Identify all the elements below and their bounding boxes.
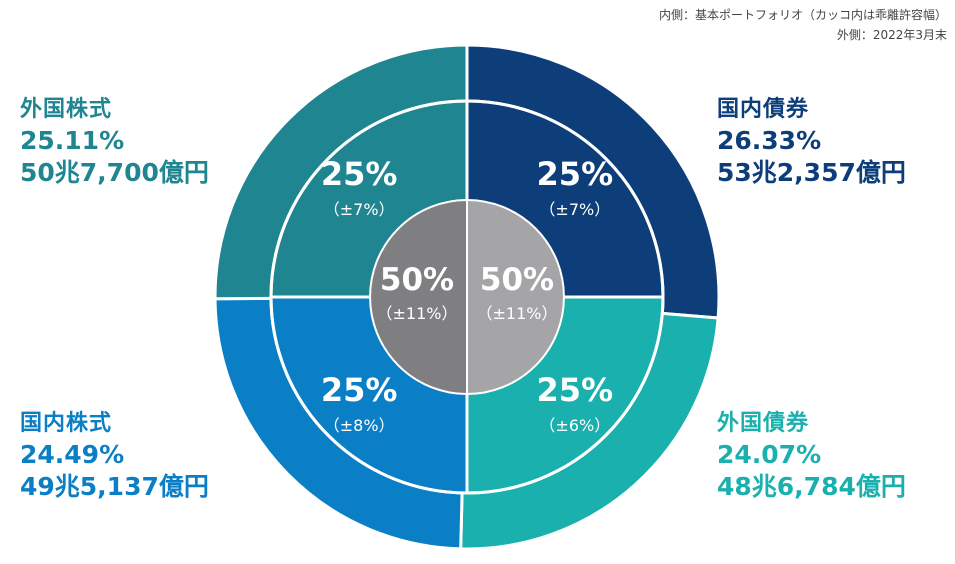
inner-slice-range: （±7%） [539, 200, 610, 219]
legend-name: 外国債券 [717, 411, 810, 436]
inner-slice-label: 25% [321, 155, 398, 193]
legend-foreign-equity: 外国株式 25.11% 50兆7,700億円 [20, 96, 209, 190]
legend-domestic-equity: 国内株式 24.49% 49兆5,137億円 [20, 410, 209, 504]
legend-percent: 26.33% [717, 125, 822, 155]
center-slice [369, 198, 468, 396]
legend-percent: 25.11% [20, 125, 125, 155]
legend-amount: 53兆2,357億円 [717, 158, 906, 188]
legend-domestic-bonds: 国内債券 26.33% 53兆2,357億円 [717, 96, 906, 190]
outer-ring-note: 外側：2022年3月末 [836, 28, 947, 42]
inner-slice-range: （±8%） [324, 416, 395, 435]
legend-amount: 50兆7,700億円 [20, 158, 209, 188]
inner-slice-range: （±7%） [324, 200, 395, 219]
center-slice-range: （±11%） [377, 304, 458, 323]
center-slice-label: 50% [480, 262, 554, 298]
center-slice [466, 198, 565, 396]
inner-slice-label: 25% [537, 155, 614, 193]
inner-slice-range: （±6%） [539, 416, 610, 435]
legend-name: 国内株式 [20, 411, 113, 436]
legend-amount: 49兆5,137億円 [20, 472, 209, 502]
legend-name: 国内債券 [717, 97, 810, 122]
inner-slice-label: 25% [321, 371, 398, 409]
legend-percent: 24.07% [717, 439, 822, 469]
inner-ring-note: 内側：基本ポートフォリオ（カッコ内は乖離許容幅） [658, 8, 947, 22]
center-slice-range: （±11%） [477, 304, 558, 323]
legend-amount: 48兆6,784億円 [717, 472, 906, 502]
legend-percent: 24.49% [20, 439, 125, 469]
legend-name: 外国株式 [20, 97, 113, 122]
legend-foreign-bonds: 外国債券 24.07% 48兆6,784億円 [717, 410, 906, 504]
inner-slice-label: 25% [537, 371, 614, 409]
center-slice-label: 50% [380, 262, 454, 298]
inner-ring-border [269, 99, 665, 495]
